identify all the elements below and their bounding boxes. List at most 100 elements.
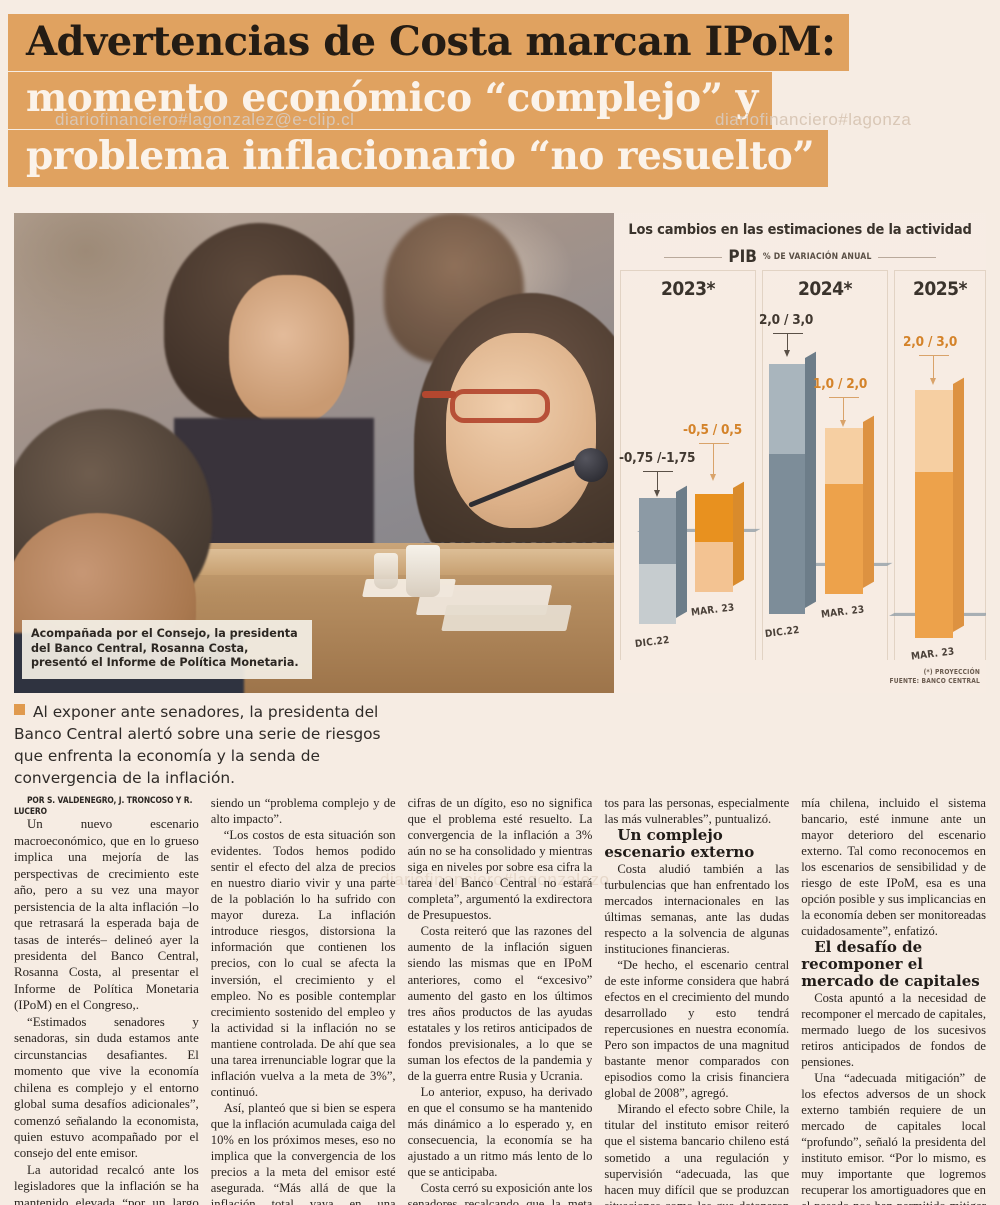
chart-footnotes: (*) PROYECCIÓN FUENTE: BANCO CENTRAL [889,668,980,687]
article-column-4: tos para las personas, especialmente las… [604,795,789,1205]
chart-value-arrow-icon [840,420,846,427]
bar-segment-lower [825,484,863,594]
chart-bar-2024-mar23 [825,415,874,594]
paragraph: mía chilena, incluido el sistema bancari… [801,796,986,939]
chart-value-underline [919,355,949,356]
article-column-3: cifras de un dígito, eso no significa qu… [408,795,593,1205]
byline: POR S. VALDENEGRO, J. TRONCOSO Y R. LUCE… [14,795,193,816]
photo-paper [441,605,572,631]
bar-segment-lower [695,542,733,592]
paragraph: siendo un “problema complejo y de alto i… [210,796,396,827]
chart-bar-2023-dic22 [639,485,687,624]
photo-person-middle-face [229,275,349,425]
article-column-2: siendo un “problema complejo y de alto i… [211,795,396,1205]
headline: Advertencias de Costa marcan IPoM: momen… [0,0,1000,187]
chart-bar-value-label: 1,0 / 2,0 [813,376,868,392]
article-column-5: mía chilena, incluido el sistema bancari… [801,795,986,1205]
chart-bar-period-label: MAR. 23 [820,604,866,621]
headline-line-2: momento económico “complejo” y [8,72,772,129]
chart-group-year: 2023* [660,278,716,300]
chart-value-arrow-icon [710,474,716,481]
article-columns: POR S. VALDENEGRO, J. TRONCOSO Y R. LUCE… [14,795,986,1205]
photo-costa-glasses-icon [450,389,550,423]
bar-front-face [695,494,733,592]
chart-bar-2023-mar23 [695,481,744,592]
bar-front-face [769,364,805,614]
chart-value-underline [829,397,859,398]
bar-front-face [915,390,953,638]
chart-bar-value-label: -0,5 / 0,5 [683,422,742,438]
paragraph: Costa cerró su exposición ante los senad… [407,1181,593,1205]
bar-front-face [825,428,863,594]
bullet-square-icon [14,704,25,715]
paragraph: cifras de un dígito, eso no significa qu… [407,796,593,923]
chart-value-leader [843,398,844,420]
chart-footnote-projection: (*) PROYECCIÓN [923,667,980,676]
paragraph: Costa reiteró que las razones del aument… [407,924,593,1083]
bar-front-face [639,498,676,624]
media-block: Acompañada por el Consejo, la presidenta… [14,213,986,693]
news-photo: Acompañada por el Consejo, la presidenta… [14,213,614,693]
chart-value-arrow-icon [930,378,936,385]
chart-bar-value-label: -0,75 /-1,75 [619,450,696,466]
chart-value-underline [699,443,729,444]
paragraph: tos para las personas, especialmente las… [604,796,790,827]
chart-footnote-source: FUENTE: BANCO CENTRAL [889,677,980,686]
bar-segment-upper [769,364,805,454]
bar-side-face [733,481,744,586]
chart-bar-2024-dic22 [769,351,816,614]
headline-line-1: Advertencias de Costa marcan IPoM: [8,14,850,72]
bar-segment-lower [915,472,953,638]
paragraph: Costa apuntó a la necesidad de recompone… [801,990,986,1069]
paragraph: Una “adecuada mitigación” de los efectos… [801,1071,986,1205]
chart-unit-label: % DE VARIACIÓN ANUAL [762,252,872,262]
chart-value-underline [643,471,673,472]
bar-segment-upper [825,428,863,484]
paragraph: Mirando el efecto sobre Chile, la titula… [604,1102,790,1205]
chart-group-year: 2024* [797,278,853,300]
photo-costa-face [446,333,596,528]
section-subheading: Un complejo escenario externo [604,826,755,861]
article-lead: Al exponer ante senadores, la presidenta… [14,702,399,790]
section-subheading: El desafío de recomponer el mercado de c… [801,938,980,991]
chart-value-arrow-icon [654,490,660,497]
bar-segment-upper [695,494,733,542]
chart-group-2023: 2023* DIC.22 -0,75 /-1,75 [619,270,761,660]
chart-rule-right [877,256,936,258]
paragraph: Un nuevo escenario macroeconómico, que e… [14,817,199,1013]
chart-panels: 2023* DIC.22 -0,75 /-1,75 [619,270,986,663]
headline-line-3: problema inflacionario “no resuelto” [8,129,829,187]
chart-group-2024: 2024* DIC.22 2,0 / 3,0 [759,270,893,660]
bar-segment-upper [915,390,953,472]
bar-side-face [676,485,687,618]
paragraph: “Los costos de esta situación son eviden… [210,828,396,1099]
photo-cup [374,553,398,589]
paragraph: Costa aludió también a las turbulencias … [604,861,790,956]
photo-caption: Acompañada por el Consejo, la presidenta… [22,620,312,679]
pib-chart: Los cambios en las estimaciones de la ac… [614,213,986,693]
paragraph: Lo anterior, expuso, ha derivado en que … [407,1084,593,1180]
chart-value-leader [657,472,658,490]
article-column-1: POR S. VALDENEGRO, J. TRONCOSO Y R. LUCE… [14,795,199,1205]
bar-segment-upper [639,498,676,564]
paragraph: La autoridad recalcó ante los legislador… [14,1162,199,1205]
chart-bar-period-label: DIC.22 [634,634,671,651]
chart-bar-period-label: DIC.22 [764,624,801,641]
chart-value-leader [713,444,714,474]
chart-group-year: 2025* [912,278,968,300]
microphone-icon [574,448,608,482]
chart-bar-period-label: MAR. 23 [910,646,956,663]
chart-rule-left [664,256,723,258]
chart-value-leader [933,356,934,378]
bar-segment-lower [639,564,676,624]
bar-side-face [863,415,874,588]
bar-segment-lower [769,454,805,614]
chart-value-underline [773,333,803,334]
chart-bar-value-label: 2,0 / 3,0 [903,334,958,350]
chart-group-2025: 2025* MAR. 23 2,0 / 3,0 [889,270,986,663]
photo-costa-glasses-temple [422,391,456,398]
article-lead-text: Al exponer ante senadores, la presidenta… [14,703,381,787]
chart-title: Los cambios en las estimaciones de la ac… [628,222,972,238]
chart-value-arrow-icon [784,350,790,357]
chart-measure-label: PIB [728,247,757,267]
